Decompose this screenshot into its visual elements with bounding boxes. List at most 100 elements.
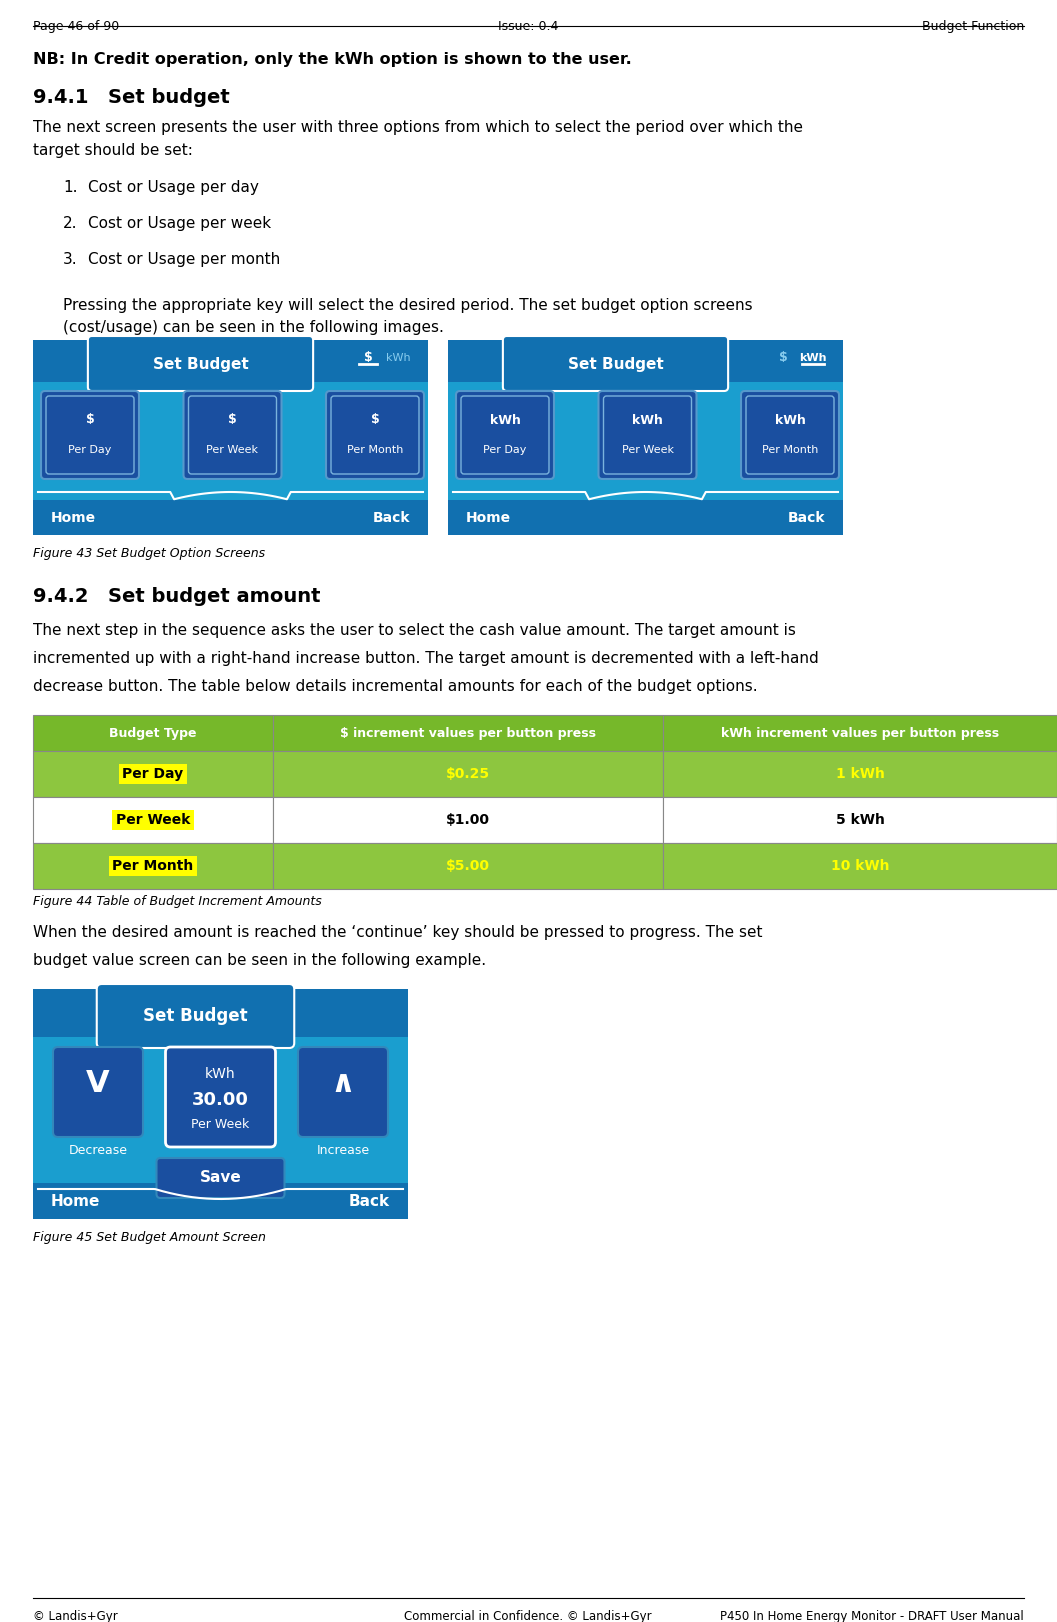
Bar xyxy=(273,751,663,796)
Text: $ increment values per button press: $ increment values per button press xyxy=(340,727,596,740)
Text: Budget Type: Budget Type xyxy=(109,727,197,740)
Text: 9.4.1: 9.4.1 xyxy=(33,88,89,107)
Text: Home: Home xyxy=(466,511,512,524)
Text: The next screen presents the user with three options from which to select the pe: The next screen presents the user with t… xyxy=(33,120,803,135)
Text: P450 In Home Energy Monitor - DRAFT User Manual: P450 In Home Energy Monitor - DRAFT User… xyxy=(720,1611,1024,1622)
Text: When the desired amount is reached the ‘continue’ key should be pressed to progr: When the desired amount is reached the ‘… xyxy=(33,925,762,941)
Bar xyxy=(33,751,273,796)
FancyBboxPatch shape xyxy=(746,396,834,474)
Text: Back: Back xyxy=(372,511,410,524)
Text: Home: Home xyxy=(51,1194,100,1208)
Bar xyxy=(33,715,273,751)
FancyBboxPatch shape xyxy=(41,391,140,478)
Text: 1 kWh: 1 kWh xyxy=(836,767,885,782)
Text: 1.: 1. xyxy=(63,180,77,195)
Text: 9.4.2: 9.4.2 xyxy=(33,587,89,607)
FancyBboxPatch shape xyxy=(88,336,313,391)
Text: kWh: kWh xyxy=(386,354,410,363)
Text: Cost or Usage per month: Cost or Usage per month xyxy=(88,251,280,268)
Text: Back: Back xyxy=(787,511,826,524)
FancyBboxPatch shape xyxy=(598,391,697,478)
Text: Per Week: Per Week xyxy=(191,1118,249,1131)
Text: Pressing the appropriate key will select the desired period. The set budget opti: Pressing the appropriate key will select… xyxy=(63,298,753,313)
Text: Set budget amount: Set budget amount xyxy=(108,587,320,607)
Text: $: $ xyxy=(228,414,237,427)
FancyBboxPatch shape xyxy=(604,396,691,474)
Text: (cost/usage) can be seen in the following images.: (cost/usage) can be seen in the followin… xyxy=(63,320,444,336)
Bar xyxy=(33,341,428,383)
Bar xyxy=(33,843,273,889)
Text: 5 kWh: 5 kWh xyxy=(836,813,885,827)
Text: Set budget: Set budget xyxy=(108,88,229,107)
Bar xyxy=(33,341,428,535)
Text: Per Month: Per Month xyxy=(347,444,403,456)
Bar xyxy=(663,843,1057,889)
FancyBboxPatch shape xyxy=(188,396,277,474)
Text: $0.25: $0.25 xyxy=(446,767,490,782)
Text: Per Day: Per Day xyxy=(69,444,112,456)
Text: Per Day: Per Day xyxy=(123,767,184,782)
Text: kWh: kWh xyxy=(632,414,663,427)
Bar xyxy=(273,796,663,843)
Text: Per Week: Per Week xyxy=(206,444,259,456)
FancyBboxPatch shape xyxy=(456,391,554,478)
Text: $5.00: $5.00 xyxy=(446,860,490,873)
FancyBboxPatch shape xyxy=(326,391,424,478)
Text: 30.00: 30.00 xyxy=(192,1092,249,1109)
Text: Home: Home xyxy=(51,511,96,524)
Text: Per Month: Per Month xyxy=(762,444,818,456)
FancyBboxPatch shape xyxy=(741,391,839,478)
FancyBboxPatch shape xyxy=(156,1158,284,1199)
Text: Back: Back xyxy=(349,1194,390,1208)
Text: Cost or Usage per week: Cost or Usage per week xyxy=(88,216,272,230)
Text: kWh: kWh xyxy=(775,414,805,427)
Text: $: $ xyxy=(364,352,372,365)
Text: ∧: ∧ xyxy=(331,1069,355,1098)
Text: Budget Function: Budget Function xyxy=(922,19,1024,32)
Bar xyxy=(663,715,1057,751)
Bar xyxy=(33,989,408,1036)
FancyBboxPatch shape xyxy=(461,396,549,474)
Text: Save: Save xyxy=(200,1171,241,1186)
Text: $1.00: $1.00 xyxy=(446,813,490,827)
Bar xyxy=(448,341,843,383)
Text: Set Budget: Set Budget xyxy=(152,357,248,371)
Text: Per Day: Per Day xyxy=(483,444,526,456)
Text: V: V xyxy=(87,1069,110,1098)
Text: 2.: 2. xyxy=(63,216,77,230)
Text: Per Week: Per Week xyxy=(116,813,190,827)
Text: Figure 44 Table of Budget Increment Amounts: Figure 44 Table of Budget Increment Amou… xyxy=(33,895,321,908)
Text: budget value screen can be seen in the following example.: budget value screen can be seen in the f… xyxy=(33,954,486,968)
Text: Per Week: Per Week xyxy=(622,444,673,456)
Text: kWh: kWh xyxy=(799,354,827,363)
Bar xyxy=(448,500,843,535)
FancyBboxPatch shape xyxy=(331,396,419,474)
Text: Page 46 of 90: Page 46 of 90 xyxy=(33,19,119,32)
Text: Increase: Increase xyxy=(316,1144,370,1156)
Bar xyxy=(273,843,663,889)
Text: Commercial in Confidence. © Landis+Gyr: Commercial in Confidence. © Landis+Gyr xyxy=(404,1611,652,1622)
Bar xyxy=(33,500,428,535)
FancyBboxPatch shape xyxy=(53,1046,143,1137)
FancyBboxPatch shape xyxy=(298,1046,388,1137)
Bar xyxy=(273,715,663,751)
Text: 3.: 3. xyxy=(63,251,77,268)
Text: Figure 43 Set Budget Option Screens: Figure 43 Set Budget Option Screens xyxy=(33,547,265,560)
Text: NB: In Credit operation, only the kWh option is shown to the user.: NB: In Credit operation, only the kWh op… xyxy=(33,52,632,67)
Text: $: $ xyxy=(779,352,787,365)
Text: 10 kWh: 10 kWh xyxy=(831,860,889,873)
Text: © Landis+Gyr: © Landis+Gyr xyxy=(33,1611,117,1622)
Bar xyxy=(33,796,273,843)
Text: Cost or Usage per day: Cost or Usage per day xyxy=(88,180,259,195)
Text: kWh: kWh xyxy=(489,414,520,427)
Text: incremented up with a right-hand increase button. The target amount is decrement: incremented up with a right-hand increas… xyxy=(33,650,819,667)
Text: kWh increment values per button press: kWh increment values per button press xyxy=(721,727,999,740)
Bar xyxy=(448,341,843,535)
FancyBboxPatch shape xyxy=(184,391,281,478)
Text: target should be set:: target should be set: xyxy=(33,143,192,157)
Text: Figure 45 Set Budget Amount Screen: Figure 45 Set Budget Amount Screen xyxy=(33,1231,266,1244)
Text: The next step in the sequence asks the user to select the cash value amount. The: The next step in the sequence asks the u… xyxy=(33,623,796,637)
Bar xyxy=(33,989,408,1220)
Bar xyxy=(663,751,1057,796)
Bar xyxy=(33,1182,408,1220)
